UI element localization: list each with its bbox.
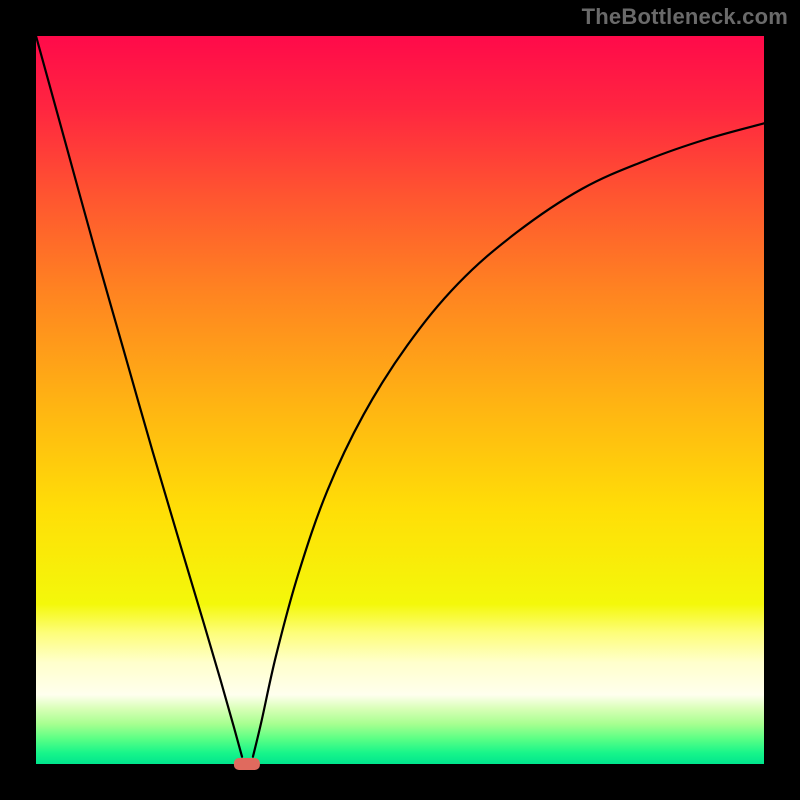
watermark-text: TheBottleneck.com bbox=[582, 4, 788, 30]
plot-area bbox=[36, 36, 764, 764]
bottom-marker bbox=[234, 758, 260, 770]
chart-frame: TheBottleneck.com bbox=[0, 0, 800, 800]
